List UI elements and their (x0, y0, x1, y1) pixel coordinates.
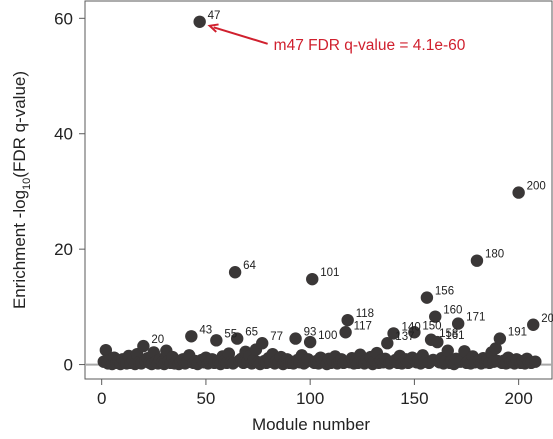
data-point-m100 (303, 335, 317, 349)
x-tick-label: 0 (97, 389, 106, 408)
point-label-m93: 93 (304, 327, 317, 339)
data-point-m77 (256, 337, 269, 350)
point-label-m117: 117 (354, 320, 372, 332)
y-axis-title-main: Enrichment -log (10, 190, 29, 309)
point-label-m158: 158 (439, 328, 458, 340)
y-tick-label: 0 (64, 356, 73, 375)
data-point-m137 (381, 337, 394, 350)
data-point-m93 (289, 332, 302, 345)
data-point-m150 (408, 326, 421, 339)
data-point-m64 (228, 266, 242, 279)
point-label-m101: 101 (320, 267, 339, 279)
annotation-arrow-shaft (213, 26, 268, 45)
x-axis-title: Module number (252, 415, 370, 434)
point-label-m64: 64 (243, 260, 256, 272)
point-label-m20: 20 (151, 334, 164, 346)
data-point-m171 (451, 317, 465, 330)
point-label-m200: 200 (527, 181, 546, 193)
x-tick-label: 50 (196, 389, 215, 408)
x-tick-label: 100 (296, 389, 324, 408)
point-label-m180: 180 (485, 249, 504, 261)
point-label-m160: 160 (443, 305, 462, 317)
y-axis-title-subscript: 10 (21, 178, 33, 190)
data-point-m117 (339, 326, 352, 339)
point-label-m47: 47 (208, 10, 221, 22)
data-point-m101 (306, 272, 319, 286)
data-point-m65 (230, 332, 244, 345)
data-point (529, 355, 542, 368)
point-label-m161: 161 (445, 330, 464, 342)
point-label-m43: 43 (199, 324, 212, 336)
data-point-m161 (431, 335, 444, 349)
data-point-m207 (527, 318, 540, 331)
point-label-m100: 100 (318, 330, 337, 342)
annotation-arrow-head (207, 23, 219, 33)
point-label-m118: 118 (356, 308, 374, 320)
point-label-m171: 171 (466, 312, 485, 324)
point-label-m137: 137 (395, 331, 414, 343)
data-point-m47 (193, 15, 206, 28)
point-label-m65: 65 (245, 327, 258, 339)
data-point-m43 (185, 330, 198, 343)
data-point (441, 344, 454, 357)
plot-frame (84, 0, 553, 380)
point-label-m191: 191 (508, 327, 527, 339)
point-label-m156: 156 (435, 286, 454, 298)
data-point-m160 (429, 310, 442, 323)
point-label-m150: 150 (422, 320, 441, 332)
annotation-text: m47 FDR q-value = 4.1e-60 (274, 37, 466, 54)
x-tick-label: 150 (400, 389, 428, 408)
data-point-m20 (137, 339, 150, 353)
y-tick-label: 60 (54, 9, 73, 28)
data-point-m200 (512, 186, 525, 199)
x-tick-label: 200 (504, 389, 532, 408)
data-point-m140 (387, 327, 400, 340)
point-label-m77: 77 (270, 331, 283, 343)
point-label-m207: 207 (541, 313, 553, 325)
y-axis-title: Enrichment -log10(FDR q-value) (10, 71, 33, 309)
data-point (99, 343, 113, 357)
data-point-m191 (493, 332, 507, 345)
y-tick-label: 40 (54, 125, 73, 144)
point-label-m140: 140 (402, 321, 421, 333)
data-point-m118 (341, 313, 354, 327)
data-point (489, 342, 502, 355)
point-label-m55: 55 (224, 328, 237, 340)
data-point-m55 (210, 334, 223, 347)
data-point-m180 (470, 254, 484, 267)
y-axis-title-tail: (FDR q-value) (10, 71, 29, 178)
data-point-m156 (420, 291, 434, 304)
y-tick-label: 20 (54, 240, 73, 259)
